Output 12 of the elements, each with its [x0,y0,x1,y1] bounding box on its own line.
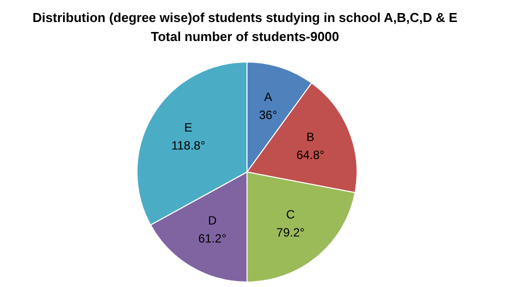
data-label: 61.2° [198,232,227,246]
slice-label: E [184,120,192,134]
chart-title: Distribution (degree wise)of students studying in school A,B,C,D & E [32,10,458,25]
slice-label: B [306,130,314,144]
data-label: 36° [258,108,278,122]
slice-label: C [286,208,296,222]
slice-label: A [264,90,272,104]
data-label: 118.8° [171,138,206,152]
data-label: 79.2° [276,226,305,240]
slice-label: D [208,214,217,228]
chart-subtitle: Total number of students-9000 [150,29,340,44]
data-label: 64.8° [296,148,325,162]
